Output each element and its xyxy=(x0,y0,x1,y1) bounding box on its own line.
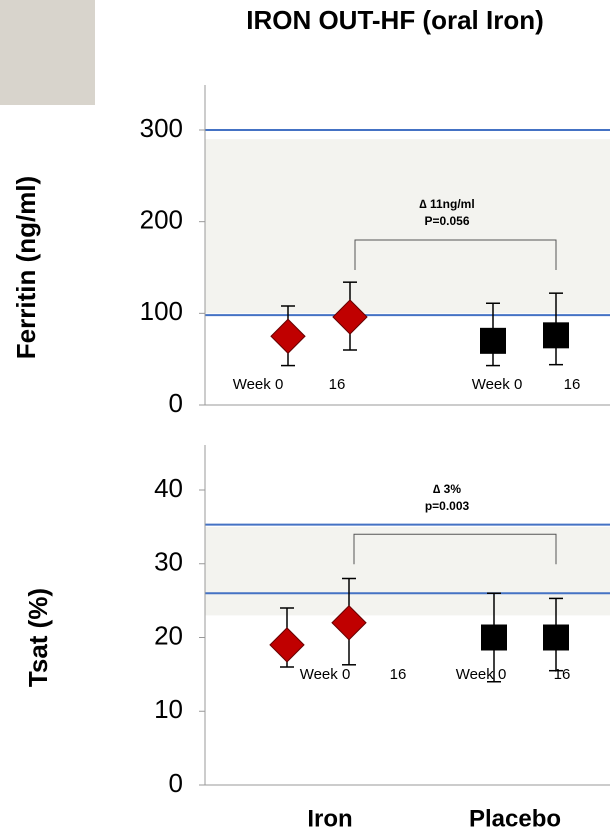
y-tick-label: 0 xyxy=(169,768,183,798)
group-label: Placebo xyxy=(469,805,561,832)
category-label: Week 0 xyxy=(233,376,284,393)
y-tick-label: 100 xyxy=(140,296,183,326)
y-tick-label: 300 xyxy=(140,113,183,143)
category-label: 16 xyxy=(390,666,407,683)
y-tick-label: 10 xyxy=(154,694,183,724)
y-tick-label: 200 xyxy=(140,205,183,235)
group-label: Iron xyxy=(307,805,352,832)
photo xyxy=(0,0,95,105)
marker xyxy=(481,625,507,651)
marker xyxy=(271,319,305,353)
category-label: Week 0 xyxy=(472,376,523,393)
category-label: 16 xyxy=(564,376,581,393)
y-tick-label: 40 xyxy=(154,473,183,503)
marker xyxy=(480,328,506,354)
annotation: P=0.056 xyxy=(424,214,469,228)
y-axis-label: Tsat (%) xyxy=(23,588,53,687)
category-label: Week 0 xyxy=(300,666,351,683)
category-label: Week 0 xyxy=(456,666,507,683)
chart: IRON OUT-HF (oral Iron) 0100200300Ferrit… xyxy=(0,0,610,837)
y-axis-label: Ferritin (ng/ml) xyxy=(11,176,41,359)
reference-band xyxy=(205,139,610,313)
y-tick-label: 20 xyxy=(154,620,183,650)
marker xyxy=(270,628,304,662)
annotation: ∆ 11ng/ml xyxy=(419,197,474,211)
chart-title: IRON OUT-HF (oral Iron) xyxy=(246,5,544,35)
y-tick-label: 30 xyxy=(154,547,183,577)
annotation: p=0.003 xyxy=(425,499,470,513)
category-label: 16 xyxy=(554,666,571,683)
marker xyxy=(543,322,569,348)
category-label: 16 xyxy=(329,376,346,393)
marker xyxy=(543,625,569,651)
annotation: ∆ 3% xyxy=(433,482,461,496)
y-tick-label: 0 xyxy=(169,388,183,418)
reference-band xyxy=(205,527,610,616)
